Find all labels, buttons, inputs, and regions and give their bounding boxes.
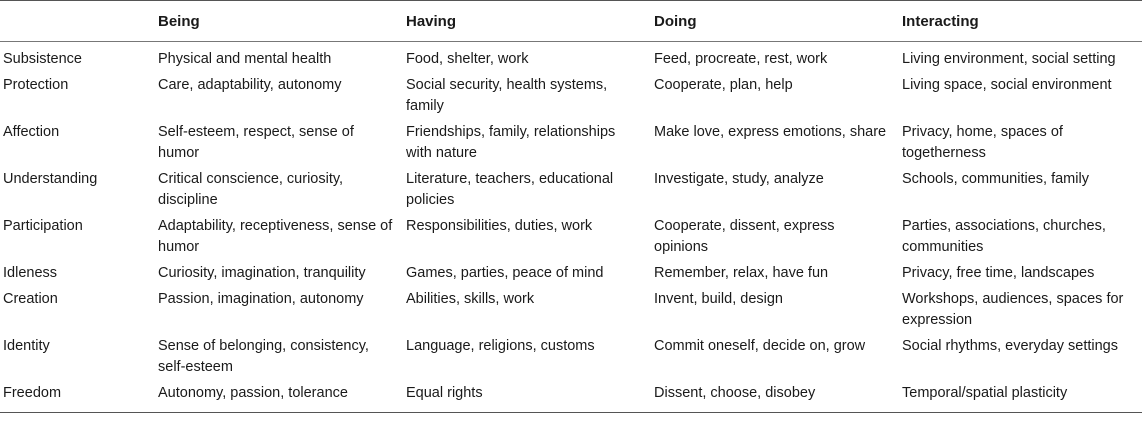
table-cell: Adaptability, receptiveness, sense of hu… <box>158 218 393 255</box>
table-cell: Sense of belonging, consistency, self-es… <box>158 338 369 375</box>
table-cell: Parties, associations, churches, communi… <box>902 218 1106 255</box>
table-cell: Critical conscience, curiosity, discipli… <box>158 171 344 208</box>
table-cell: Living environment, social setting <box>902 51 1116 67</box>
needs-matrix-table: Being Having Doing Interacting Subsisten… <box>0 0 1142 413</box>
table-cell: Social rhythms, everyday settings <box>902 338 1118 354</box>
table-cell: Curiosity, imagination, tranquility <box>158 265 366 281</box>
table-row: Participation Adaptability, receptivenes… <box>0 213 1142 260</box>
row-label: Creation <box>3 291 58 307</box>
table-cell: Self-esteem, respect, sense of humor <box>158 124 354 161</box>
table-row: Identity Sense of belonging, consistency… <box>0 333 1142 380</box>
table-cell: Privacy, home, spaces of togetherness <box>902 124 1063 161</box>
table-body: Subsistence Physical and mental health F… <box>0 42 1142 413</box>
table-cell: Social security, health systems, family <box>406 77 608 114</box>
row-label: Subsistence <box>3 51 82 67</box>
row-label: Idleness <box>3 265 58 281</box>
table-cell: Language, religions, customs <box>406 338 595 354</box>
table-cell: Remember, relax, have fun <box>654 265 829 281</box>
table-cell: Make love, express emotions, share <box>654 124 887 140</box>
row-label: Affection <box>3 124 60 140</box>
table-cell: Responsibilities, duties, work <box>406 218 593 234</box>
table-cell: Cooperate, plan, help <box>654 77 793 93</box>
header-cell-being: Being <box>158 12 200 30</box>
header-cell-interacting: Interacting <box>902 12 979 30</box>
table-cell: Literature, teachers, educational polici… <box>406 171 614 208</box>
table-header: Being Having Doing Interacting <box>0 0 1142 42</box>
table-cell: Care, adaptability, autonomy <box>158 77 342 93</box>
table-row: Idleness Curiosity, imagination, tranqui… <box>0 260 1142 286</box>
row-label: Protection <box>3 77 69 93</box>
row-label: Participation <box>3 218 83 234</box>
table-cell: Commit oneself, decide on, grow <box>654 338 866 354</box>
header-cell-having: Having <box>406 12 457 30</box>
table-row: Creation Passion, imagination, autonomy … <box>0 286 1142 333</box>
table-cell: Food, shelter, work <box>406 51 529 67</box>
table-cell: Cooperate, dissent, express opinions <box>654 218 835 255</box>
table-cell: Investigate, study, analyze <box>654 171 824 187</box>
table-cell: Privacy, free time, landscapes <box>902 265 1095 281</box>
table-cell: Equal rights <box>406 385 483 401</box>
table-cell: Autonomy, passion, tolerance <box>158 385 348 401</box>
table-cell: Living space, social environment <box>902 77 1112 93</box>
row-label: Freedom <box>3 385 62 401</box>
row-label: Understanding <box>3 171 98 187</box>
header-row: Being Having Doing Interacting <box>0 0 1142 42</box>
table-row: Protection Care, adaptability, autonomy … <box>0 72 1142 119</box>
table-cell: Abilities, skills, work <box>406 291 535 307</box>
table-cell: Passion, imagination, autonomy <box>158 291 364 307</box>
table-cell: Physical and mental health <box>158 51 332 67</box>
table-row: Freedom Autonomy, passion, tolerance Equ… <box>0 380 1142 413</box>
table-cell: Schools, communities, family <box>902 171 1089 187</box>
table-cell: Feed, procreate, rest, work <box>654 51 828 67</box>
table-cell: Workshops, audiences, spaces for express… <box>902 291 1124 328</box>
table-cell: Invent, build, design <box>654 291 783 307</box>
table-row: Understanding Critical conscience, curio… <box>0 166 1142 213</box>
header-cell-corner <box>0 1 155 42</box>
table-row: Subsistence Physical and mental health F… <box>0 42 1142 73</box>
row-label: Identity <box>3 338 50 354</box>
table-row: Affection Self-esteem, respect, sense of… <box>0 119 1142 166</box>
table-cell: Games, parties, peace of mind <box>406 265 604 281</box>
table-cell: Temporal/spatial plasticity <box>902 385 1068 401</box>
header-cell-doing: Doing <box>654 12 697 30</box>
table-cell: Friendships, family, relationships with … <box>406 124 616 161</box>
table-cell: Dissent, choose, disobey <box>654 385 816 401</box>
